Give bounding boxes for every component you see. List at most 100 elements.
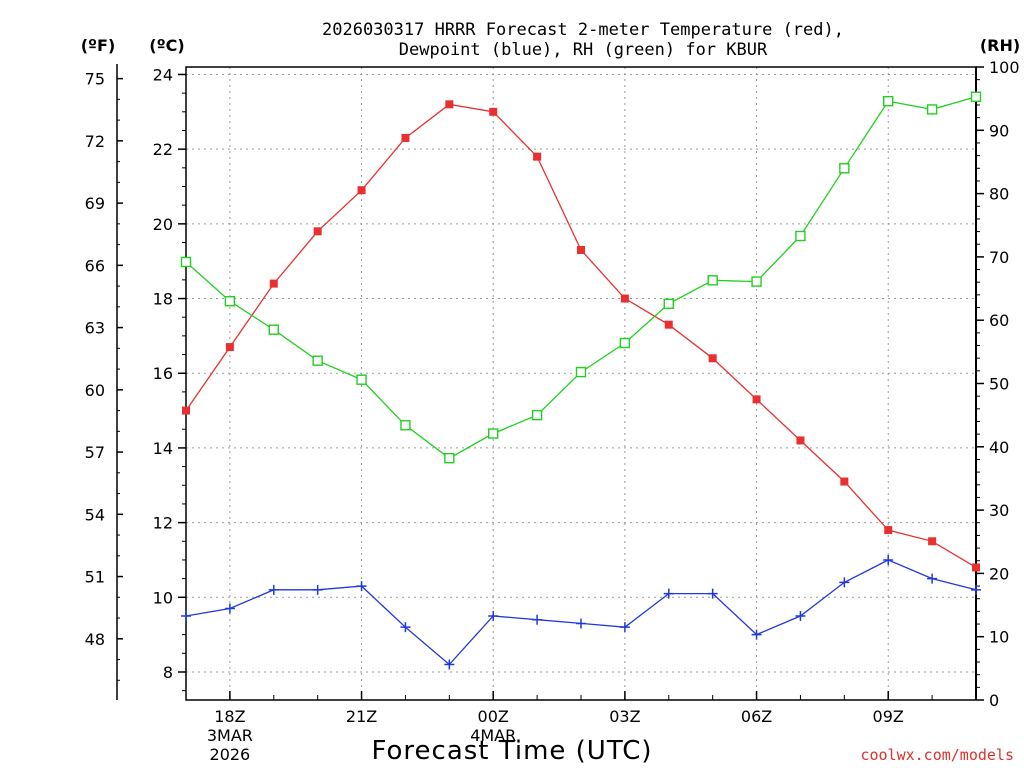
x-tick-date-label: 3MAR: [207, 726, 253, 745]
temperature-point: [445, 100, 454, 109]
temperature-point: [752, 395, 761, 404]
rh-point: [970, 91, 982, 102]
dewpoint-point: [532, 614, 543, 625]
rh-point: [619, 337, 631, 349]
rh-unit-label: (RH): [980, 36, 1020, 55]
temperature-point: [401, 133, 410, 142]
dewpoint-point: [181, 610, 191, 621]
x-axis-label: Forecast Time (UTC): [371, 736, 652, 766]
dewpoint-point: [356, 581, 367, 592]
dewpoint-point: [883, 554, 894, 565]
chart-title-line1: 2026030317 HRRR Forecast 2-meter Tempera…: [322, 20, 844, 40]
celsius-tick-label: 24: [153, 65, 173, 84]
rh-point: [795, 230, 806, 242]
x-tick-label: 06Z: [741, 707, 772, 726]
rh-point: [531, 409, 543, 421]
rh-point: [575, 366, 587, 378]
rh-tick-label: 30: [989, 501, 1009, 520]
rh-point: [488, 428, 499, 439]
dewpoint-point: [751, 629, 762, 640]
dewpoint-point: [663, 588, 674, 599]
rh-point: [268, 324, 279, 335]
fahrenheit-tick-label: 57: [85, 443, 105, 462]
x-tick-label: 18Z: [214, 707, 245, 726]
rh-tick-label: 50: [989, 375, 1009, 394]
x-tick-label: 09Z: [873, 707, 904, 726]
temperature-point: [225, 343, 234, 352]
temperature-point: [577, 245, 585, 254]
rh-series-line: [185, 96, 977, 459]
x-tick-year-label: 2026: [210, 745, 251, 764]
plot-frame: [185, 66, 977, 701]
celsius-tick-label: 8: [163, 663, 173, 682]
temperature-point: [840, 477, 849, 486]
rh-point: [839, 163, 850, 174]
celsius-tick-label: 16: [153, 364, 173, 383]
fahrenheit-tick-label: 63: [85, 319, 105, 338]
celsius-tick-label: 14: [153, 439, 173, 458]
rh-point: [224, 296, 236, 307]
credit-text: coolwx.com/models: [860, 746, 1014, 764]
chart-title-line2: Dewpoint (blue), RH (green) for KBUR: [399, 40, 768, 60]
fahrenheit-tick-label: 75: [85, 70, 105, 89]
rh-tick-label: 60: [989, 311, 1009, 330]
temperature-point: [269, 279, 278, 288]
dewpoint-point: [444, 659, 455, 670]
celsius-tick-label: 22: [153, 140, 173, 159]
celsius-tick-label: 18: [153, 290, 173, 309]
temperature-point: [664, 320, 673, 329]
x-tick-label: 00Z: [478, 707, 509, 726]
rh-point: [883, 95, 894, 107]
x-tick-date-label: 4MAR: [470, 726, 516, 745]
dewpoint-point: [971, 584, 981, 595]
temperature-series-line: [185, 103, 977, 568]
dewpoint-point: [224, 603, 235, 614]
rh-tick-label: 10: [989, 628, 1009, 647]
celsius-tick-label: 20: [153, 215, 173, 234]
rh-point: [312, 355, 323, 366]
rh-point: [751, 276, 762, 287]
temperature-point: [533, 152, 542, 161]
dewpoint-point: [839, 577, 850, 588]
rh-point: [707, 275, 718, 286]
dewpoint-point: [488, 610, 499, 621]
rh-point: [180, 256, 192, 268]
x-tick-label: 03Z: [609, 707, 640, 726]
fahrenheit-tick-label: 72: [85, 132, 105, 151]
rh-tick-label: 70: [989, 248, 1009, 267]
rh-tick-label: 0: [989, 691, 999, 710]
dewpoint-point: [619, 622, 630, 633]
fahrenheit-unit-label: (ºF): [81, 36, 116, 55]
temperature-point: [313, 227, 322, 236]
dewpoint-point: [312, 584, 323, 595]
rh-tick-label: 90: [989, 121, 1009, 140]
grid-lines: [186, 67, 976, 700]
rh-tick-label: 20: [989, 564, 1009, 583]
temperature-point: [796, 436, 805, 445]
fahrenheit-tick-label: 54: [85, 505, 105, 524]
celsius-tick-label: 10: [153, 588, 173, 607]
dewpoint-point: [576, 618, 586, 629]
dewpoint-point: [707, 588, 718, 599]
axes: 8 10 12 14 16 18 20 22 24 48 51 54 57 60 63 66 69 72 75 0 10…: [85, 58, 1020, 710]
rh-point: [926, 104, 938, 115]
dewpoint-series-line: [185, 559, 977, 666]
dewpoint-point: [795, 610, 806, 621]
rh-point: [400, 420, 411, 431]
temperature-point: [357, 186, 366, 195]
dewpoint-point: [268, 584, 279, 595]
dewpoint-point: [927, 573, 938, 584]
temperature-point: [620, 294, 629, 303]
rh-point: [356, 374, 367, 385]
rh-tick-label: 80: [989, 185, 1009, 204]
rh-point: [663, 298, 674, 309]
fahrenheit-tick-label: 60: [85, 381, 105, 400]
temperature-point: [972, 563, 980, 572]
fahrenheit-tick-label: 48: [85, 630, 105, 649]
rh-point: [444, 452, 455, 464]
temperature-point: [489, 107, 498, 116]
rh-tick-label: 100: [989, 58, 1020, 77]
temperature-point: [884, 526, 893, 535]
temperature-point: [708, 354, 717, 363]
